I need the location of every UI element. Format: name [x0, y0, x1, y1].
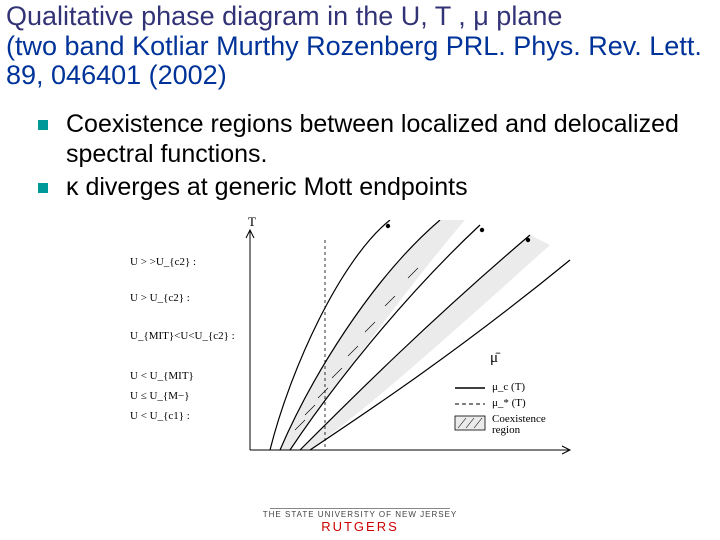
bullet-row: κ diverges at generic Mott endpoints [38, 173, 700, 203]
phase-diagram-svg [130, 220, 600, 480]
slide-title: Qualitative phase diagram in the U, T , … [6, 2, 714, 91]
footer: THE STATE UNIVERSITY OF NEW JERSEY RUTGE… [0, 506, 720, 534]
bullet-text: κ diverges at generic Mott endpoints [66, 173, 468, 203]
bullet-row: Coexistence regions between localized an… [38, 110, 700, 169]
bullet-icon [38, 183, 48, 193]
phase-diagram-figure: T μ̄ U > >U_{c2} : U > U_{c2} : U_{MIT}<… [130, 220, 600, 480]
axis-label-T: T [248, 214, 256, 230]
legend-mu-star: μ_* (T) [492, 397, 526, 409]
axis-label-mu: μ̄ [490, 350, 498, 367]
footer-rule [270, 508, 450, 509]
footer-rutgers: RUTGERS [0, 519, 720, 534]
title-rest: (two band Kotliar Murthy Rozenberg PRL. … [6, 31, 702, 91]
u-label: U ≤ U_{M−} [130, 390, 189, 402]
title-cut-line: Qualitative phase diagram in the U, T , … [6, 1, 562, 31]
body-text: Coexistence regions between localized an… [38, 110, 700, 207]
bullet-text: Coexistence regions between localized an… [66, 110, 700, 169]
bullet-icon [38, 120, 48, 130]
u-label: U < U_{c1} : [130, 410, 190, 422]
u-label: U > >U_{c2} : [130, 256, 196, 268]
legend-mu-c: μ_c (T) [492, 381, 525, 393]
u-label: U < U_{MIT} [130, 370, 194, 382]
legend-coex: Coexistence region [492, 414, 572, 436]
slide: Qualitative phase diagram in the U, T , … [0, 0, 720, 540]
footer-university: THE STATE UNIVERSITY OF NEW JERSEY [0, 510, 720, 519]
u-label: U > U_{c2} : [130, 292, 190, 304]
u-label: U_{MIT}<U<U_{c2} : [130, 330, 235, 342]
